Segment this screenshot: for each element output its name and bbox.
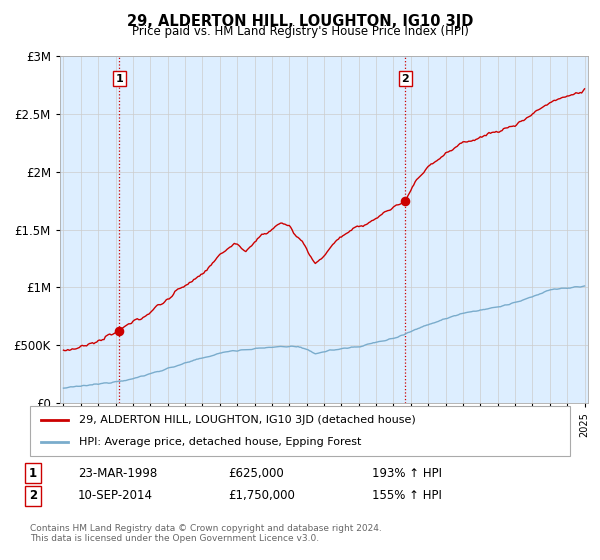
Text: £1,750,000: £1,750,000: [228, 489, 295, 502]
FancyBboxPatch shape: [30, 406, 570, 456]
Text: 2: 2: [401, 73, 409, 83]
Text: 23-MAR-1998: 23-MAR-1998: [78, 466, 157, 480]
Text: 1: 1: [116, 73, 123, 83]
Text: HPI: Average price, detached house, Epping Forest: HPI: Average price, detached house, Eppi…: [79, 437, 361, 447]
Text: 193% ↑ HPI: 193% ↑ HPI: [372, 466, 442, 480]
Text: 29, ALDERTON HILL, LOUGHTON, IG10 3JD (detached house): 29, ALDERTON HILL, LOUGHTON, IG10 3JD (d…: [79, 415, 415, 425]
Text: Contains HM Land Registry data © Crown copyright and database right 2024.
This d: Contains HM Land Registry data © Crown c…: [30, 524, 382, 543]
Text: 155% ↑ HPI: 155% ↑ HPI: [372, 489, 442, 502]
Text: Price paid vs. HM Land Registry's House Price Index (HPI): Price paid vs. HM Land Registry's House …: [131, 25, 469, 38]
Text: 2: 2: [29, 489, 37, 502]
Text: 10-SEP-2014: 10-SEP-2014: [78, 489, 153, 502]
Point: [401, 196, 410, 205]
Text: £625,000: £625,000: [228, 466, 284, 480]
Point: [115, 326, 124, 335]
Text: 1: 1: [29, 466, 37, 480]
Text: 29, ALDERTON HILL, LOUGHTON, IG10 3JD: 29, ALDERTON HILL, LOUGHTON, IG10 3JD: [127, 14, 473, 29]
